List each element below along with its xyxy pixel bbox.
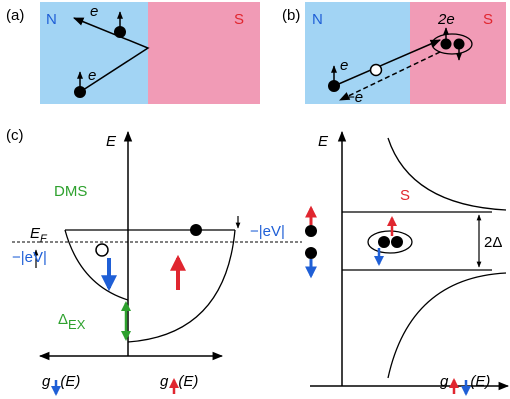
dos-down [65,230,128,300]
panel-label: (c) [6,127,24,144]
dos-label: g (E) [42,373,80,390]
gap-label: 2Δ [484,234,502,251]
dos-symbol: g [160,373,169,390]
electron [441,39,452,50]
panel-label: (b) [282,7,300,24]
dos-symbol: g [440,373,449,390]
electron-label: e [90,3,98,20]
hole [371,65,382,76]
dos-symbol: g [42,373,51,390]
panel-c-right: E S 2Δ g (E) [305,132,508,394]
exchange-subscript: EX [68,317,86,332]
electron [190,224,202,236]
bias-label: −|eV| [250,223,285,240]
electron [454,39,465,50]
axis-label: E [106,133,117,150]
material-label: S [400,187,410,204]
electron-label: e [88,67,96,84]
region-label: S [483,11,493,28]
bias-label: −|eV| [12,249,47,266]
panel-a: (a) N S e e [6,2,260,104]
panel-c-left: (c) E DMS EF −|eV| ΔEX −|eV| g(E) g(E) [6,127,302,394]
pair-label: 2e [437,11,455,28]
figure: (a) N S e e (b) N S 2e e −e (c) E [0,0,510,399]
region-label: S [234,11,244,28]
dos-argument: (E) [60,373,80,390]
electron [305,247,317,259]
dos-argument: (E) [470,373,490,390]
dos-label: g (E) [160,373,198,390]
dos-curve [388,273,506,378]
electron [305,225,317,237]
region-label: N [312,11,323,28]
axis-label: E [318,133,329,150]
fermi-subscript: F [40,233,48,245]
dos-up [128,230,235,342]
region-label: N [46,11,57,28]
hole [96,244,108,256]
electron-label: e [340,57,348,74]
panel-label: (a) [6,7,24,24]
exchange-label: ΔEX [58,311,86,332]
material-label: DMS [54,183,87,200]
panel-b: (b) N S 2e e −e [282,2,506,106]
dos-argument: (E) [178,373,198,390]
exchange-symbol: Δ [58,311,68,328]
electron [378,236,390,248]
electron [391,236,403,248]
hole-label: −e [346,89,363,106]
